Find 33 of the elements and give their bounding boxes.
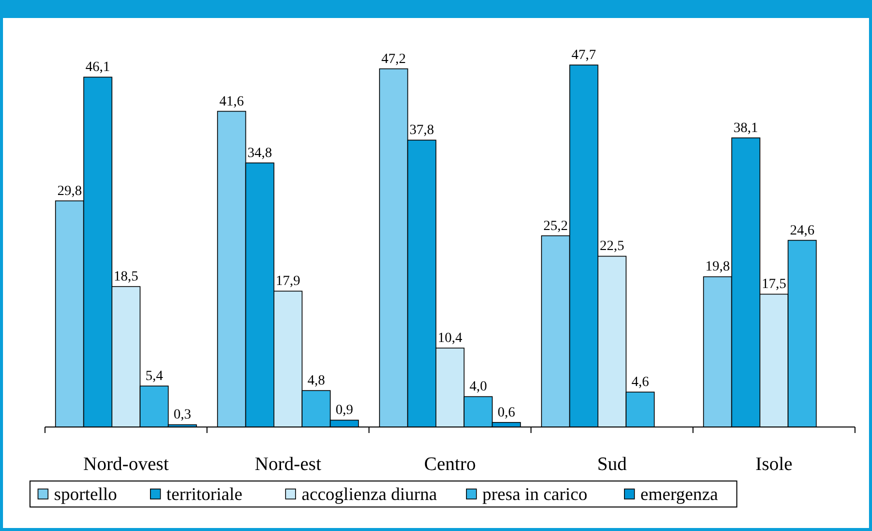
data-label: 46,1 [86,60,110,76]
data-label: 41,6 [219,94,244,110]
data-label: 17,9 [276,274,300,290]
data-label: 37,8 [410,123,434,138]
data-label: 24,6 [790,223,814,238]
data-label: 38,1 [734,120,758,136]
data-label: 19,8 [705,260,730,275]
data-label: 0,9 [336,403,354,418]
legend-label: territoriale [166,484,242,504]
legend-label: accoglienza diurna [302,484,438,504]
data-label: 18,5 [114,270,138,285]
x-tick-label: Centro [424,454,476,475]
data-label: 22,5 [600,239,624,254]
data-label: 17,5 [762,277,786,292]
data-label: 5,4 [145,369,163,384]
x-tick-label: Isole [756,454,792,475]
x-tick-label: Nord-est [254,454,322,475]
data-label: 0,6 [498,405,516,420]
data-label: 25,2 [543,218,568,234]
x-tick-label: Nord-ovest [83,454,170,475]
data-label: 4,8 [307,374,325,389]
legend-label: emergenza [640,484,718,504]
data-label: 10,4 [438,331,462,346]
data-label: 47,2 [381,52,406,67]
data-label: 4,6 [631,375,649,390]
legend-label: presa in carico [482,484,588,504]
data-label: 4,0 [469,380,487,395]
data-label: 29,8 [57,184,82,199]
data-label: 47,7 [572,48,596,63]
legend-label: sportello [54,484,117,504]
x-tick-label: Sud [597,454,628,475]
data-label: 34,8 [248,146,272,161]
data-label: 0,3 [174,408,192,423]
